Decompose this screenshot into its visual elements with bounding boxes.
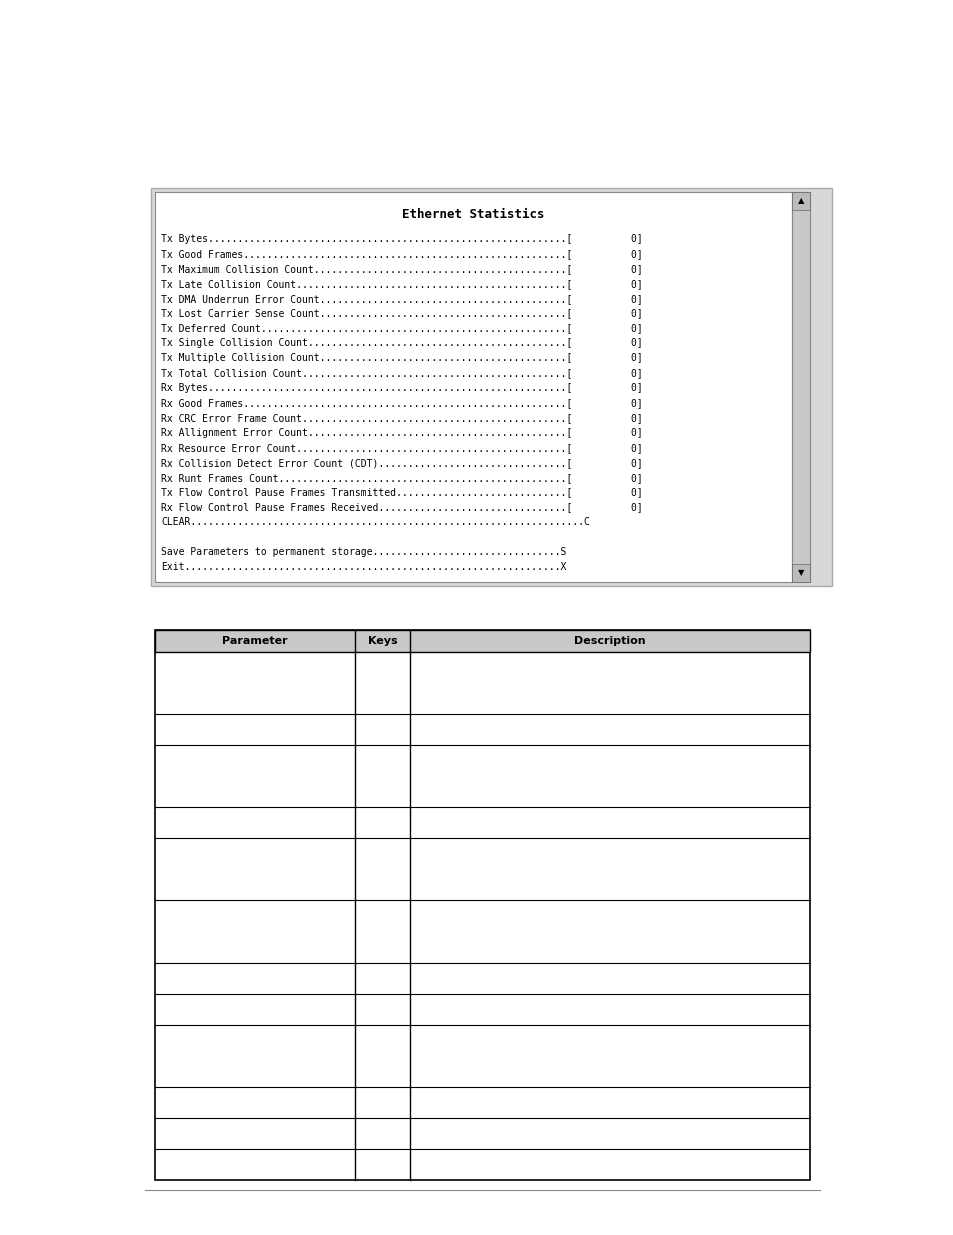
- Text: CLEAR...................................................................C: CLEAR...................................…: [161, 517, 589, 527]
- Text: Tx Lost Carrier Sense Count..........................................[          : Tx Lost Carrier Sense Count.............…: [161, 309, 642, 319]
- Text: Tx Deferred Count....................................................[          : Tx Deferred Count.......................…: [161, 324, 642, 333]
- Text: Tx Late Collision Count..............................................[          : Tx Late Collision Count.................…: [161, 279, 642, 289]
- Text: ▲: ▲: [797, 196, 803, 205]
- Text: Rx Collision Detect Error Count (CDT)................................[          : Rx Collision Detect Error Count (CDT)...…: [161, 458, 642, 468]
- Text: Save Parameters to permanent storage................................S: Save Parameters to permanent storage....…: [161, 547, 566, 557]
- Text: Rx Runt Frames Count.................................................[          : Rx Runt Frames Count....................…: [161, 473, 642, 483]
- Text: Tx Good Frames.......................................................[          : Tx Good Frames..........................…: [161, 249, 642, 259]
- Text: Tx Total Collision Count.............................................[          : Tx Total Collision Count................…: [161, 368, 642, 378]
- Text: Description: Description: [574, 636, 645, 646]
- Bar: [791, 564, 809, 582]
- Text: Exit................................................................X: Exit....................................…: [161, 562, 566, 572]
- Text: Tx Maximum Collision Count...........................................[          : Tx Maximum Collision Count..............…: [161, 264, 642, 274]
- Text: Tx Single Collision Count............................................[          : Tx Single Collision Count...............…: [161, 338, 642, 348]
- Text: Rx CRC Error Frame Count.............................................[          : Rx CRC Error Frame Count................…: [161, 412, 642, 422]
- Text: Rx Resource Error Count..............................................[          : Rx Resource Error Count.................…: [161, 443, 642, 453]
- Text: Tx Flow Control Pause Frames Transmitted.............................[          : Tx Flow Control Pause Frames Transmitted…: [161, 488, 642, 498]
- Bar: [154, 630, 809, 652]
- Text: Keys: Keys: [367, 636, 396, 646]
- Text: Parameter: Parameter: [222, 636, 288, 646]
- Bar: [154, 630, 809, 1179]
- Bar: [154, 191, 791, 582]
- Text: Rx Bytes.............................................................[          : Rx Bytes................................…: [161, 383, 642, 393]
- Bar: [151, 188, 831, 585]
- Text: Tx DMA Underrun Error Count..........................................[          : Tx DMA Underrun Error Count.............…: [161, 294, 642, 304]
- Text: Rx Allignment Error Count............................................[          : Rx Allignment Error Count...............…: [161, 427, 642, 438]
- Text: Tx Bytes.............................................................[          : Tx Bytes................................…: [161, 233, 642, 245]
- Bar: [791, 191, 809, 210]
- Bar: [791, 191, 809, 582]
- Text: Rx Flow Control Pause Frames Received................................[          : Rx Flow Control Pause Frames Received...…: [161, 503, 642, 513]
- Text: Rx Good Frames.......................................................[          : Rx Good Frames..........................…: [161, 398, 642, 408]
- Text: Ethernet Statistics: Ethernet Statistics: [402, 207, 544, 221]
- Text: ▼: ▼: [797, 568, 803, 578]
- Text: Tx Multiple Collision Count..........................................[          : Tx Multiple Collision Count.............…: [161, 353, 642, 363]
